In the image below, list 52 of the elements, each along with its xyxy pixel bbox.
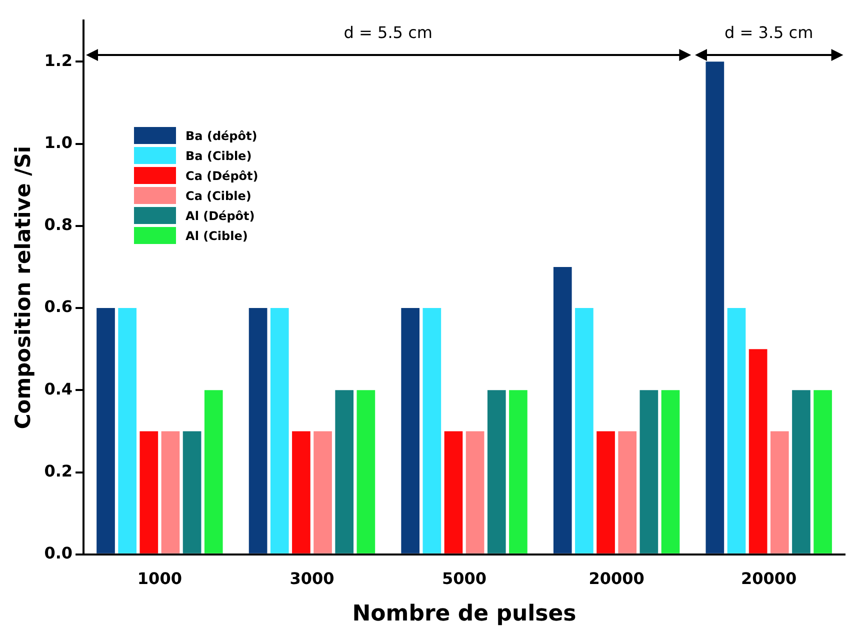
bar: [422, 308, 442, 554]
bar: [140, 431, 158, 554]
bar: [444, 431, 463, 554]
bar: [596, 431, 615, 554]
bar: [706, 62, 724, 554]
annotation: d = 3.5 cm: [724, 22, 814, 42]
bar: [182, 431, 202, 554]
bar: [335, 390, 354, 554]
bar: [161, 431, 180, 554]
y-tick-label: 0.4: [44, 379, 73, 398]
y-tick-label: 1.0: [44, 132, 73, 152]
bar: [661, 390, 680, 554]
legend-label: Ba (Cible): [186, 148, 252, 163]
legend-label: Al (Cible): [186, 228, 248, 243]
annotation: d = 5.5 cm: [344, 22, 432, 42]
bar: [575, 308, 594, 554]
bar: [792, 390, 810, 554]
bar: [748, 349, 768, 554]
bar: [270, 308, 289, 554]
bar: [618, 431, 637, 554]
y-tick-label: 0.6: [44, 297, 73, 316]
bar: [770, 431, 789, 554]
x-tick-label: 20000: [741, 569, 797, 588]
legend-label: Ca (Cible): [186, 188, 252, 203]
y-axis-title: Composition relative /Si: [11, 146, 36, 430]
bar: [640, 390, 658, 554]
y-tick-label: 0.0: [44, 544, 73, 563]
bar: [292, 431, 310, 554]
bar: [466, 431, 484, 554]
y-tick-label: 1.2: [44, 50, 73, 70]
bar: [248, 308, 268, 554]
bar: [553, 266, 572, 554]
x-tick-label: 5000: [442, 569, 487, 588]
x-tick-label: 20000: [588, 569, 644, 588]
bar: [204, 390, 223, 554]
bar: [314, 431, 332, 554]
x-axis-title: Nombre de pulses: [352, 602, 576, 627]
bar: [96, 308, 115, 554]
bar: [814, 390, 832, 554]
bar: [118, 308, 136, 554]
x-tick-label: 1000: [137, 569, 182, 588]
bar: [487, 390, 506, 554]
bar: [727, 308, 746, 554]
y-tick-label: 0.2: [44, 461, 73, 480]
y-tick-label: 0.8: [44, 215, 73, 234]
x-tick-label: 3000: [290, 569, 334, 588]
bar: [509, 390, 528, 554]
legend-label: Ba (dépôt): [186, 128, 258, 143]
legend-label: Al (Dépôt): [186, 208, 255, 223]
bar: [356, 390, 376, 554]
legend-label: Ca (Dépôt): [186, 168, 258, 183]
bar: [401, 308, 420, 554]
